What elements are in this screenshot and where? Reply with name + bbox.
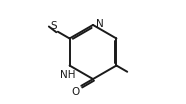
- Text: N: N: [96, 19, 103, 29]
- Text: S: S: [50, 21, 57, 31]
- Text: O: O: [71, 87, 80, 97]
- Text: NH: NH: [60, 70, 75, 80]
